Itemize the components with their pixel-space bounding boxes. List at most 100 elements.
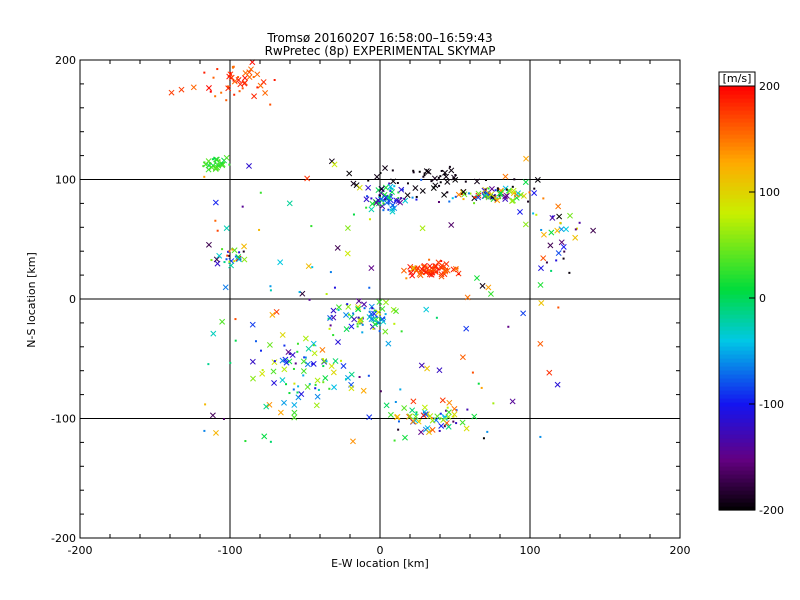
data-point-x-marker xyxy=(225,85,232,92)
data-point-x-marker xyxy=(248,66,254,73)
data-point-dot xyxy=(435,316,438,319)
data-point-dot xyxy=(473,202,476,205)
data-point-dot xyxy=(377,321,380,324)
data-point-dot xyxy=(455,422,458,425)
data-point-x-marker xyxy=(419,225,426,232)
data-point-x-marker xyxy=(389,202,396,209)
data-point-x-marker xyxy=(448,167,455,174)
data-point-x-marker xyxy=(369,200,376,207)
data-point-x-marker xyxy=(448,222,455,228)
colorbar-segment xyxy=(719,194,755,199)
data-point-x-marker xyxy=(475,192,482,199)
data-point-x-marker xyxy=(452,265,459,272)
colorbar-segment xyxy=(719,154,755,159)
data-point-x-marker xyxy=(538,265,544,272)
data-point-x-marker xyxy=(572,234,579,241)
data-point-x-marker xyxy=(422,411,429,418)
data-point-dot xyxy=(203,429,206,432)
data-point-dot xyxy=(397,197,400,200)
data-point-x-marker xyxy=(560,243,567,250)
data-point-x-marker xyxy=(348,385,355,392)
data-point-dot xyxy=(216,229,219,232)
data-point-dot xyxy=(302,374,305,377)
data-point-dot xyxy=(545,261,548,264)
data-point-dot xyxy=(232,79,235,82)
data-point-x-marker xyxy=(426,429,432,436)
data-point-dot xyxy=(494,195,497,198)
colorbar-segment xyxy=(719,350,755,355)
data-point-dot xyxy=(444,409,447,412)
data-point-x-marker xyxy=(304,361,311,368)
data-point-dot xyxy=(578,221,581,224)
colorbar-segment xyxy=(719,390,755,395)
data-point-dot xyxy=(220,162,223,165)
data-point-x-marker xyxy=(261,433,268,440)
data-point-dot xyxy=(214,219,217,222)
data-point-x-marker xyxy=(473,275,480,282)
data-point-dot xyxy=(314,387,317,390)
data-point-dot xyxy=(418,419,421,422)
data-point-dot xyxy=(422,264,425,267)
data-point-dot xyxy=(312,344,315,347)
data-point-dot xyxy=(202,165,205,168)
data-point-x-marker xyxy=(479,282,486,289)
data-point-x-marker xyxy=(348,323,355,330)
data-point-dot xyxy=(430,417,433,420)
data-point-dot xyxy=(303,356,306,359)
data-point-x-marker xyxy=(452,176,459,183)
data-point-dot xyxy=(382,199,385,202)
data-point-dot xyxy=(408,270,411,273)
data-point-dot xyxy=(296,342,299,345)
data-point-dot xyxy=(322,365,325,368)
colorbar-segment xyxy=(719,174,755,179)
colorbar-segment xyxy=(719,190,755,195)
colorbar-segment xyxy=(719,122,755,127)
data-point-dot xyxy=(437,176,440,179)
data-point-x-marker xyxy=(304,175,311,182)
data-point-x-marker xyxy=(368,206,375,213)
data-point-dot xyxy=(403,197,406,200)
colorbar-segment xyxy=(719,178,755,183)
data-point-dot xyxy=(337,309,340,312)
data-point-x-marker xyxy=(439,397,446,404)
data-point-dot xyxy=(358,322,361,325)
data-point-x-marker xyxy=(260,79,267,86)
data-point-x-marker xyxy=(212,166,219,172)
data-point-dot xyxy=(204,163,207,166)
data-point-x-marker xyxy=(558,239,565,246)
data-point-dot xyxy=(254,340,257,343)
data-point-x-marker xyxy=(443,261,450,267)
colorbar-segment xyxy=(719,322,755,327)
data-point-dot xyxy=(439,412,442,415)
data-point-dot xyxy=(379,172,382,175)
colorbar-segment xyxy=(719,270,755,275)
data-point-dot xyxy=(372,327,375,330)
data-point-x-marker xyxy=(567,212,573,219)
data-point-x-marker xyxy=(475,190,482,197)
data-point-dot xyxy=(225,258,228,261)
data-point-dot xyxy=(539,435,542,438)
data-point-dot xyxy=(375,315,378,318)
data-point-x-marker xyxy=(283,359,290,366)
data-point-x-marker xyxy=(554,381,561,388)
data-point-x-marker xyxy=(440,416,447,423)
data-point-dot xyxy=(231,65,234,68)
data-point-dot xyxy=(471,371,474,374)
data-point-dot xyxy=(484,188,487,191)
data-point-x-marker xyxy=(270,368,277,375)
data-point-dot xyxy=(446,191,449,194)
data-point-dot xyxy=(233,260,236,263)
data-point-x-marker xyxy=(222,284,229,291)
data-point-x-marker xyxy=(418,429,425,436)
data-point-x-marker xyxy=(266,341,273,348)
data-point-dot xyxy=(227,250,230,253)
data-point-dot xyxy=(259,349,262,352)
data-point-dot xyxy=(234,255,237,258)
data-point-dot xyxy=(400,197,403,200)
data-point-x-marker xyxy=(429,417,436,424)
data-point-x-marker xyxy=(340,363,347,369)
data-point-x-marker xyxy=(259,370,266,377)
data-point-dot xyxy=(494,189,497,192)
